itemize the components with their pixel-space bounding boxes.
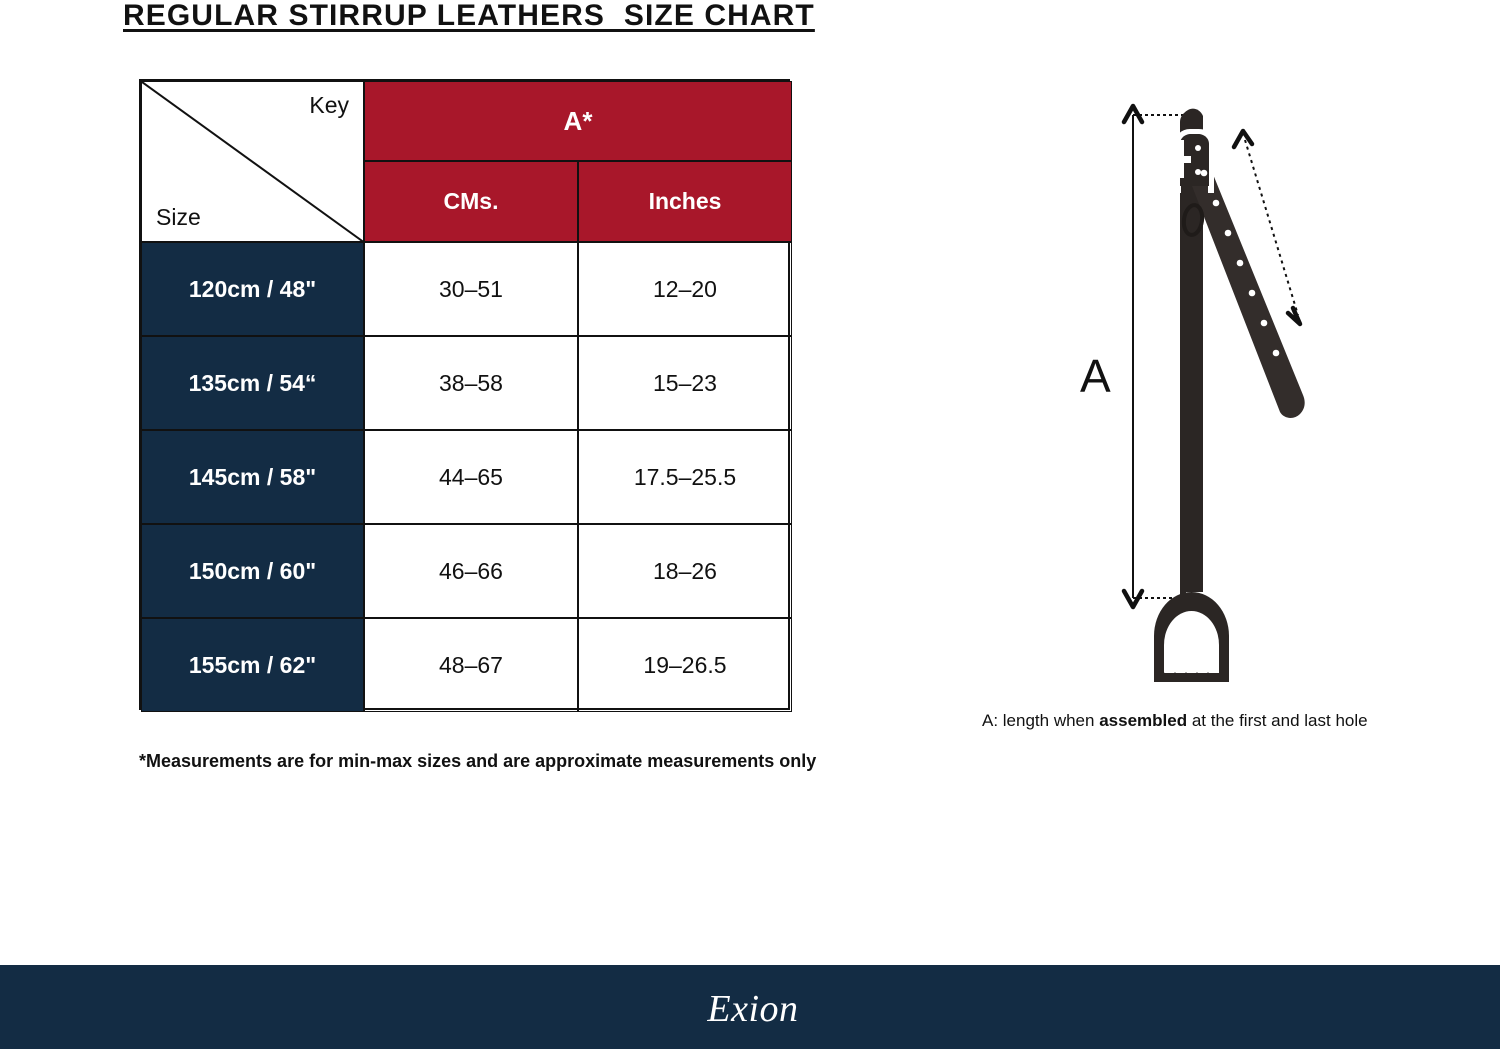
svg-text:Exion: Exion xyxy=(706,988,798,1030)
svg-text:A: A xyxy=(1080,350,1111,402)
